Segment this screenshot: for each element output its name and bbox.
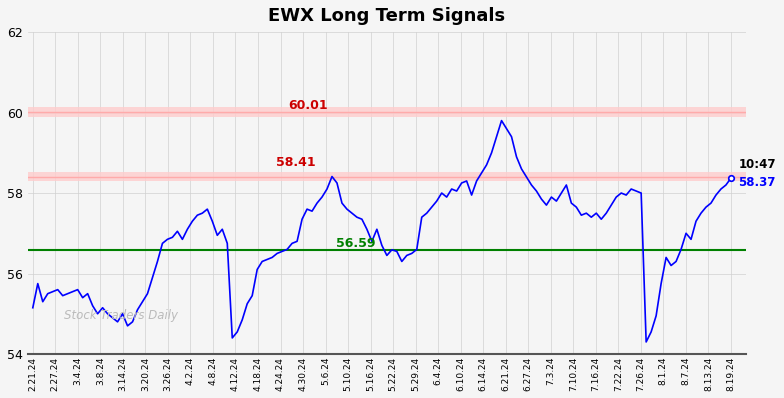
Title: EWX Long Term Signals: EWX Long Term Signals: [268, 7, 506, 25]
Text: 60.01: 60.01: [289, 99, 328, 112]
Bar: [27, 172, 746, 181]
Text: 58.41: 58.41: [276, 156, 316, 169]
Text: Stock Traders Daily: Stock Traders Daily: [64, 309, 178, 322]
Text: 58.37: 58.37: [739, 176, 776, 189]
Text: 10:47: 10:47: [739, 158, 776, 171]
Bar: [27, 107, 746, 117]
Text: 56.59: 56.59: [336, 237, 376, 250]
